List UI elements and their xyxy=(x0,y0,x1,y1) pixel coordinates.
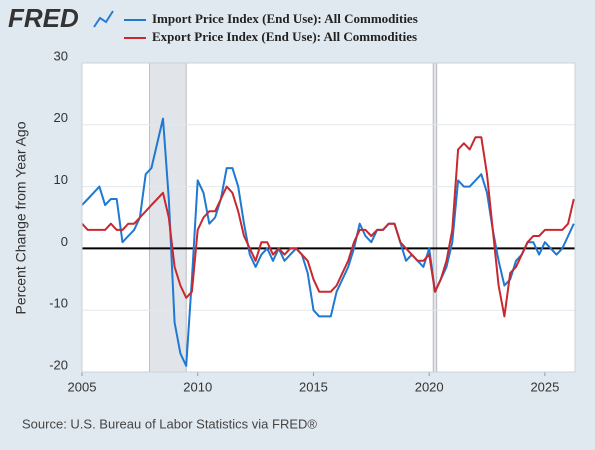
x-tick-label: 2010 xyxy=(183,379,212,394)
y-axis-label: Percent Change from Year Ago xyxy=(13,121,29,314)
x-tick-label: 2015 xyxy=(299,379,328,394)
source: Source: U.S. Bureau of Labor Statistics … xyxy=(22,416,317,431)
logo-icon xyxy=(93,10,114,28)
y-tick-label: -10 xyxy=(49,296,68,311)
x-tick-label: 2025 xyxy=(530,379,559,394)
legend-label: Import Price Index (End Use): All Commod… xyxy=(152,11,418,26)
series-line xyxy=(81,136,575,318)
x-tick-label: 2005 xyxy=(68,379,97,394)
logo: FRED xyxy=(8,3,79,33)
recession-band xyxy=(432,62,438,373)
y-tick-label: 10 xyxy=(54,172,68,187)
legend-label: Export Price Index (End Use): All Commod… xyxy=(152,29,417,44)
y-tick-label: 20 xyxy=(54,110,68,125)
y-tick-label: 0 xyxy=(61,234,68,249)
y-tick-label: 30 xyxy=(54,48,68,63)
y-tick-label: -20 xyxy=(49,357,68,372)
plot-frame xyxy=(81,62,576,373)
x-tick-label: 2020 xyxy=(415,379,444,394)
